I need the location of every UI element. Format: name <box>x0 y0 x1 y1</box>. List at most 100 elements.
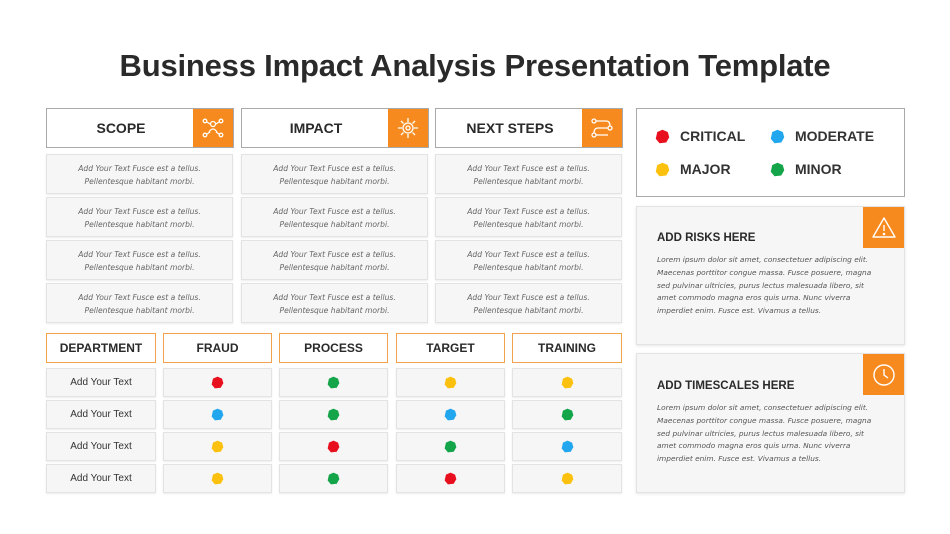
scope-text-cell: Add Your Text Fusce est a tellus. Pellent… <box>46 240 233 280</box>
impact-header: IMPACT <box>241 108 429 148</box>
status-cell <box>396 432 505 461</box>
timescales-card: ADD TIMESCALES HERE Lorem ipsum dolor si… <box>636 353 905 493</box>
status-cell <box>512 400 622 429</box>
placeholder-line: Pellentesque habitant morbi. <box>473 263 584 272</box>
legend-label: MODERATE <box>795 128 875 144</box>
scope-text-cell: Add Your Text Fusce est a tellus. Pellent… <box>46 154 233 194</box>
placeholder-line: Pellentesque habitant morbi. <box>473 220 584 229</box>
next-steps-label: NEXT STEPS <box>466 120 554 136</box>
placeholder-line: Add Your Text Fusce est a tellus. <box>273 293 396 302</box>
minor-status-dot-icon <box>444 440 457 453</box>
body-line: sed pulvinar ultricies, purus lectus mal… <box>657 428 864 438</box>
placeholder-line: Pellentesque habitant morbi. <box>279 177 390 186</box>
status-cell <box>396 400 505 429</box>
placeholder-line: Add Your Text Fusce est a tellus. <box>273 250 396 259</box>
gear-target-icon <box>388 109 428 147</box>
moderate-status-dot-icon <box>211 408 224 421</box>
matrix-header-target: TARGET <box>396 333 505 363</box>
placeholder-line: Add Your Text Fusce est a tellus. <box>273 207 396 216</box>
body-line: imperdiet enim. Fusce est. Vivamus a tel… <box>657 454 822 464</box>
body-line: amet commodo magna eros quis urna. Nunc … <box>657 441 851 451</box>
placeholder-line: Pellentesque habitant morbi. <box>279 263 390 272</box>
next-steps-text-cell: Add Your Text Fusce est a tellus. Pellent… <box>435 240 622 280</box>
status-cell <box>279 432 388 461</box>
legend-minor: MINOR <box>770 161 842 177</box>
placeholder-line: Pellentesque habitant morbi. <box>84 263 195 272</box>
legend-major: MAJOR <box>655 161 731 177</box>
major-status-dot-icon <box>211 440 224 453</box>
moderate-status-dot-icon <box>444 408 457 421</box>
scope-label: SCOPE <box>96 120 146 136</box>
placeholder-line: Pellentesque habitant morbi. <box>473 177 584 186</box>
placeholder-line: Add Your Text Fusce est a tellus. <box>78 207 201 216</box>
timescales-body: Lorem ipsum dolor sit amet, consectetuer… <box>657 402 872 466</box>
critical-status-dot-icon <box>444 472 457 485</box>
timescales-title: ADD TIMESCALES HERE <box>657 380 795 392</box>
scope-text-cell: Add Your Text Fusce est a tellus. Pellent… <box>46 197 233 237</box>
legend-moderate: MODERATE <box>770 128 874 144</box>
placeholder-line: Add Your Text Fusce est a tellus. <box>78 164 201 173</box>
impact-text-cell: Add Your Text Fusce est a tellus. Pellent… <box>241 240 428 280</box>
placeholder-line: Add Your Text Fusce est a tellus. <box>467 293 590 302</box>
status-cell <box>396 368 505 397</box>
major-status-dot-icon <box>561 472 573 485</box>
status-cell <box>163 368 272 397</box>
minor-status-dot-icon <box>327 472 340 485</box>
critical-dot-icon <box>655 129 670 143</box>
legend-label: MINOR <box>795 161 842 177</box>
placeholder-line: Add Your Text Fusce est a tellus. <box>78 250 201 259</box>
status-cell <box>279 400 388 429</box>
clock-icon <box>863 354 904 395</box>
body-line: Lorem ipsum dolor sit amet, consectetuer… <box>657 403 869 412</box>
page-title: Business Impact Analysis Presentation Te… <box>119 48 831 83</box>
placeholder-line: Pellentesque habitant morbi. <box>279 306 390 315</box>
major-status-dot-icon <box>211 472 224 485</box>
placeholder-line: Pellentesque habitant morbi. <box>84 306 195 315</box>
minor-dot-icon <box>770 162 785 176</box>
next-steps-text-cell: Add Your Text Fusce est a tellus. Pellent… <box>435 283 622 323</box>
impact-text-cell: Add Your Text Fusce est a tellus. Pellent… <box>241 197 428 237</box>
next-steps-text-cell: Add Your Text Fusce est a tellus. Pellent… <box>435 197 622 237</box>
minor-status-dot-icon <box>561 408 573 421</box>
body-line: Lorem ipsum dolor sit amet, consectetuer… <box>657 255 869 264</box>
status-cell <box>279 464 388 493</box>
legend-label: MAJOR <box>680 161 731 177</box>
warning-icon <box>863 207 904 248</box>
critical-status-dot-icon <box>211 376 224 389</box>
minor-status-dot-icon <box>327 408 340 421</box>
body-line: imperdiet enim. Fusce est. Vivamus a tel… <box>657 306 822 316</box>
status-cell <box>396 464 505 493</box>
major-status-dot-icon <box>444 376 457 389</box>
impact-text-cell: Add Your Text Fusce est a tellus. Pellent… <box>241 154 428 194</box>
placeholder-line: Add Your Text Fusce est a tellus. <box>273 164 396 173</box>
department-cell: Add Your Text <box>46 464 156 493</box>
matrix-header-department: DEPARTMENT <box>46 333 156 363</box>
risks-body: Lorem ipsum dolor sit amet, consectetuer… <box>657 254 872 318</box>
body-line: Maecenas porttitor congue massa. Fusce p… <box>657 415 872 425</box>
placeholder-line: Pellentesque habitant morbi. <box>84 177 195 186</box>
risks-title: ADD RISKS HERE <box>657 232 756 244</box>
status-cell <box>279 368 388 397</box>
impact-label: IMPACT <box>289 120 343 136</box>
placeholder-line: Add Your Text Fusce est a tellus. <box>467 164 590 173</box>
status-cell <box>512 368 622 397</box>
matrix-header-training: TRAINING <box>512 333 622 363</box>
impact-text-cell: Add Your Text Fusce est a tellus. Pellent… <box>241 283 428 323</box>
next-steps-header: NEXT STEPS <box>435 108 623 148</box>
next-steps-text-cell: Add Your Text Fusce est a tellus. Pellent… <box>435 154 622 194</box>
status-cell <box>163 432 272 461</box>
placeholder-line: Pellentesque habitant morbi. <box>279 220 390 229</box>
placeholder-line: Add Your Text Fusce est a tellus. <box>78 293 201 302</box>
major-status-dot-icon <box>561 376 573 389</box>
critical-status-dot-icon <box>327 440 340 453</box>
placeholder-line: Add Your Text Fusce est a tellus. <box>467 207 590 216</box>
legend-label: CRITICAL <box>680 128 746 144</box>
placeholder-line: Pellentesque habitant morbi. <box>84 220 195 229</box>
scope-text-cell: Add Your Text Fusce est a tellus. Pellent… <box>46 283 233 323</box>
team-network-icon <box>193 109 233 147</box>
legend: CRITICAL MODERATE MAJOR MINOR <box>636 108 905 197</box>
department-cell: Add Your Text <box>46 432 156 461</box>
placeholder-line: Add Your Text Fusce est a tellus. <box>467 250 590 259</box>
status-cell <box>163 464 272 493</box>
department-cell: Add Your Text <box>46 400 156 429</box>
